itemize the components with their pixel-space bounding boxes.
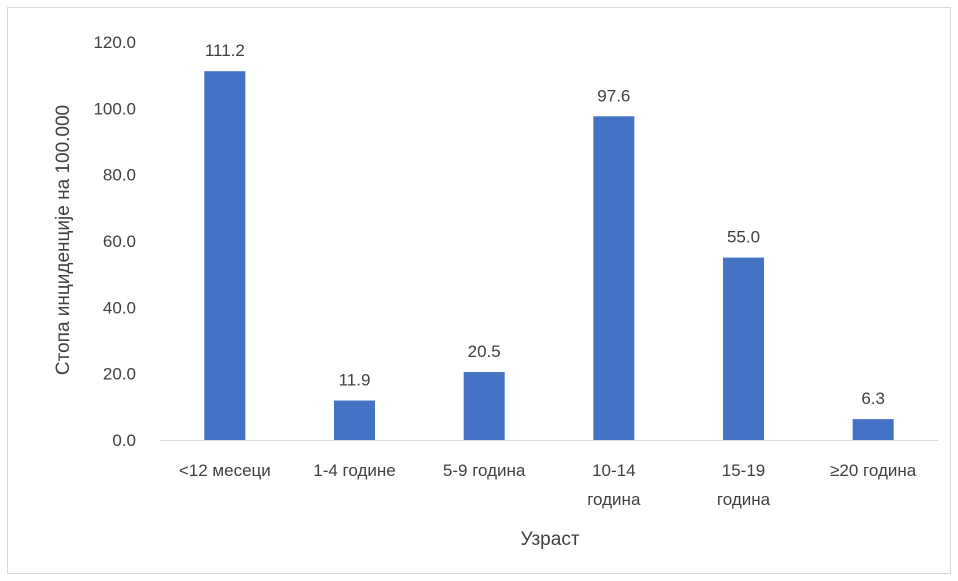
x-tick-label: година [587,490,641,509]
bar [334,400,375,440]
x-tick-label: 15-19 [722,461,765,480]
x-tick-label: 5-9 година [443,461,526,480]
y-tick-label: 20.0 [103,365,136,384]
bar [204,71,246,440]
y-axis-title: Стопа инциденције на 100.000 [53,105,74,375]
x-tick-label: ≥20 година [830,461,917,480]
data-labels: 111.2 11.9 20.5 97.6 55.0 6.3 [205,41,885,408]
bar-series [204,71,894,440]
data-label: 111.2 [205,41,245,60]
bar [593,116,635,440]
data-label: 6.3 [861,389,885,408]
data-label: 11.9 [339,371,371,390]
data-label: 20.5 [468,342,501,361]
y-tick-label: 40.0 [103,298,136,317]
y-tick-label: 120.0 [93,33,136,52]
data-label: 97.6 [597,86,630,105]
x-tick-label: 1-4 године [313,461,395,480]
x-axis-title: Узраст [520,529,579,550]
data-label: 55.0 [727,228,760,247]
bar [852,419,894,440]
x-tick-label: <12 месеци [179,461,271,480]
y-tick-label: 80.0 [103,166,136,185]
bar [463,372,505,440]
chart-area [7,7,951,574]
y-tick-label: 100.0 [93,99,136,118]
y-axis-ticks: 0.0 20.0 40.0 60.0 80.0 100.0 120.0 [93,33,136,450]
x-axis-ticks: <12 месеци 1-4 године 5-9 година 10-14 годин… [179,461,917,509]
y-tick-label: 0.0 [112,431,136,450]
x-tick-label: година [717,490,771,509]
bar [723,257,764,440]
x-tick-label: 10-14 [592,461,635,480]
y-tick-label: 60.0 [103,232,136,251]
